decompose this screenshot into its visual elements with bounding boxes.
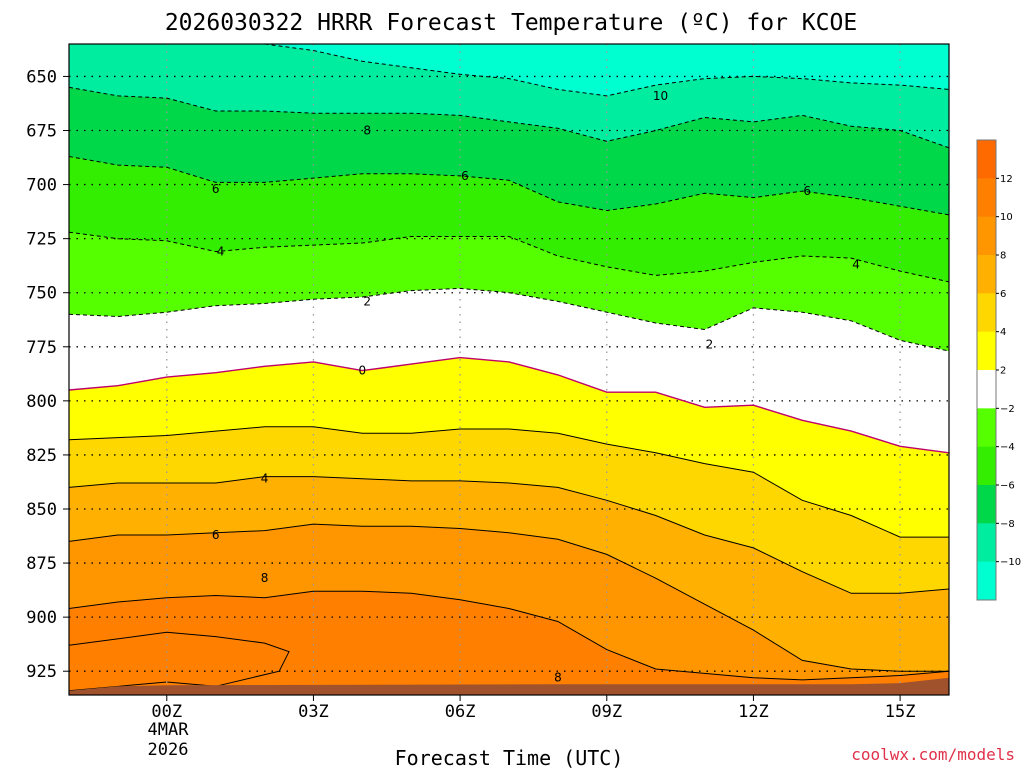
contour-dashed-4 bbox=[69, 231, 949, 283]
band-below-solid-8 bbox=[69, 591, 949, 695]
x-tick-label: 09Z bbox=[591, 702, 622, 722]
colorbar-label: −4 bbox=[1000, 442, 1015, 453]
date-label-year: 2026 bbox=[148, 740, 189, 760]
ground bbox=[69, 677, 949, 695]
colorbar-segment bbox=[977, 446, 996, 486]
y-tick-label: 650 bbox=[26, 67, 57, 87]
contour-solid-4 bbox=[69, 476, 949, 594]
contour-solid-2 bbox=[69, 426, 949, 538]
colorbar-label: 2 bbox=[1000, 366, 1006, 377]
colorbar-segment bbox=[977, 140, 996, 179]
x-axis-label: Forecast Time (UTC) bbox=[395, 746, 624, 768]
colorbar-segment bbox=[977, 255, 996, 294]
contour-label: 8 bbox=[261, 571, 269, 585]
colorbar-label: 4 bbox=[1000, 327, 1006, 338]
colorbar-segment bbox=[977, 216, 996, 256]
x-tick-label: 06Z bbox=[445, 702, 476, 722]
contour-solid-6 bbox=[69, 523, 949, 672]
contour-label: 6 bbox=[212, 182, 220, 196]
contour-lines bbox=[69, 44, 949, 681]
y-tick-label: 825 bbox=[26, 446, 57, 466]
colorbar-segment bbox=[977, 561, 996, 601]
colorbar-label: −6 bbox=[1000, 481, 1015, 492]
contour-label: 0 bbox=[359, 364, 367, 378]
contour-solid-0 bbox=[69, 356, 949, 454]
colorbar: 12 10 8 6 4 2 −2 −4 −6 −8 −10 bbox=[976, 139, 1021, 601]
contour-dashed-6 bbox=[69, 156, 949, 216]
x-tick-label: 15Z bbox=[885, 702, 916, 722]
colorbar-segment bbox=[977, 293, 996, 333]
contour-dashed-10 bbox=[264, 44, 949, 97]
colorbar-label: −10 bbox=[1000, 557, 1021, 568]
contour-dashed-8 bbox=[69, 86, 949, 149]
y-tick-label: 725 bbox=[26, 230, 57, 250]
chart-title: 2026030322 HRRR Forecast Temperature (ºC… bbox=[165, 10, 857, 36]
x-tick-label: 00Z bbox=[151, 702, 182, 722]
colorbar-segment bbox=[977, 408, 996, 448]
plot-frame bbox=[68, 43, 950, 696]
contour-label: 8 bbox=[554, 671, 562, 685]
colorbar-label: 10 bbox=[1000, 212, 1013, 223]
y-tick-label: 850 bbox=[26, 500, 57, 520]
colorbar-label: 8 bbox=[1000, 251, 1006, 262]
credit-text: coolwx.com/models bbox=[851, 745, 1015, 764]
colorbar-label: −2 bbox=[1000, 404, 1015, 415]
y-axis: 650 675 700 725 750 775 800 825 850 875 900 925 bbox=[26, 67, 69, 682]
colorbar-segment bbox=[977, 370, 996, 409]
contour-labels: 10 8 6 6 6 4 4 2 2 0 4 6 8 8 bbox=[212, 89, 860, 685]
x-axis: 00Z 03Z 06Z 09Z 12Z 15Z bbox=[151, 695, 915, 722]
y-tick-label: 800 bbox=[26, 392, 57, 412]
contour-dashed-2 bbox=[69, 287, 949, 352]
contour-label: 6 bbox=[803, 184, 811, 198]
colorbar-segment bbox=[977, 523, 996, 563]
contour-label: 10 bbox=[653, 89, 668, 103]
y-tick-label: 750 bbox=[26, 284, 57, 304]
contour-label: 4 bbox=[217, 245, 225, 259]
colorbar-label: 12 bbox=[1000, 174, 1013, 185]
temperature-fills bbox=[69, 44, 949, 695]
colorbar-label: −8 bbox=[1000, 519, 1015, 530]
colorbar-segment bbox=[977, 485, 996, 524]
y-tick-label: 925 bbox=[26, 662, 57, 682]
x-tick-label: 12Z bbox=[738, 702, 769, 722]
colorbar-segment bbox=[977, 178, 996, 218]
contour-label: 2 bbox=[706, 338, 714, 352]
contour-label: 4 bbox=[852, 258, 860, 272]
y-tick-label: 900 bbox=[26, 608, 57, 628]
contour-label: 8 bbox=[363, 124, 371, 138]
y-tick-label: 775 bbox=[26, 338, 57, 358]
contour-label: 2 bbox=[363, 294, 371, 308]
y-tick-label: 875 bbox=[26, 554, 57, 574]
contour-label: 6 bbox=[461, 169, 469, 183]
date-label-month: 4MAR bbox=[148, 720, 190, 740]
contour-label: 4 bbox=[261, 472, 269, 486]
x-tick-label: 03Z bbox=[298, 702, 329, 722]
colorbar-segment bbox=[977, 331, 996, 371]
contour-solid-8 bbox=[69, 590, 949, 681]
ground-terrain bbox=[69, 677, 949, 695]
contour-label: 6 bbox=[212, 528, 220, 542]
y-tick-label: 675 bbox=[26, 122, 57, 142]
colorbar-label: 6 bbox=[1000, 289, 1006, 300]
y-tick-label: 700 bbox=[26, 176, 57, 196]
